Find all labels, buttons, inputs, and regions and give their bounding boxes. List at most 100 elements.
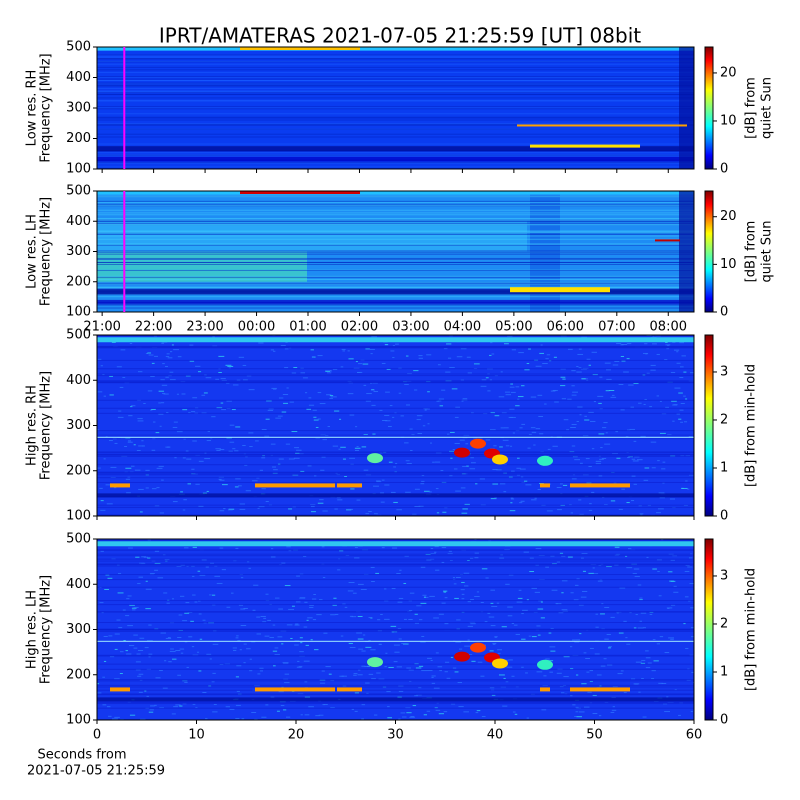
spectrogram-texture (497, 652, 501, 654)
spectrogram-texture (261, 716, 267, 718)
spectrogram-texture (571, 385, 575, 387)
spectrogram-texture (276, 710, 280, 712)
spectrogram-texture (445, 371, 451, 373)
spectrogram-texture (464, 503, 470, 505)
spectrogram-texture (342, 458, 346, 460)
spectrogram-texture (616, 343, 622, 345)
spectrogram-texture (403, 618, 407, 620)
spectrogram-texture (273, 350, 276, 352)
spectrogram-texture (355, 426, 358, 428)
y-tick-label: 200 (66, 463, 91, 478)
spectrogram-texture (656, 559, 662, 561)
spectrogram-texture (376, 672, 381, 674)
spectrogram-texture (491, 694, 496, 696)
spectrogram-texture (97, 407, 694, 409)
spectrogram-texture (280, 705, 285, 707)
spectrogram-texture (116, 366, 122, 368)
spectrogram-texture (97, 686, 694, 688)
spectrogram-texture (580, 557, 584, 559)
y-tick-label: 500 (66, 328, 91, 343)
spectrogram-texture (313, 594, 316, 596)
spectrogram-texture (317, 392, 322, 394)
spectrogram-texture (248, 567, 251, 569)
spectrogram-texture (434, 546, 439, 548)
spectrogram-texture (349, 647, 356, 649)
spectrogram-texture (97, 243, 694, 245)
spectrogram-texture (513, 624, 518, 626)
spectrogram-texture (455, 406, 461, 408)
spectrogram-texture (154, 505, 160, 507)
spectrogram-texture (560, 385, 566, 387)
spectrogram-texture (285, 716, 291, 718)
spectrogram-texture (400, 415, 404, 417)
spectrogram-texture (361, 704, 366, 706)
spectrogram-texture (137, 371, 143, 373)
spectrogram-texture (119, 651, 124, 653)
y-tick-label: 100 (66, 509, 91, 524)
spectrogram-texture (163, 592, 168, 594)
spectrogram-texture (642, 716, 647, 718)
spectrogram-texture (526, 599, 529, 601)
spectrogram-texture (667, 607, 670, 609)
spectrogram-texture (97, 286, 694, 288)
spectrogram-texture (517, 597, 523, 599)
spectrogram-texture (141, 440, 144, 442)
spectrogram-texture (497, 649, 503, 651)
spectrogram-texture (463, 711, 469, 713)
spectrogram-texture (681, 355, 686, 357)
spectrogram-texture (277, 415, 283, 417)
spectrogram-texture (243, 643, 247, 645)
spectrogram-texture (154, 569, 159, 571)
spectrogram-texture (402, 716, 407, 718)
spectrogram-texture (489, 687, 495, 689)
spectrogram-texture (387, 706, 390, 708)
spectrogram-texture (304, 681, 308, 683)
spectrogram-texture (148, 656, 151, 658)
spectrogram-texture (464, 585, 469, 587)
spectrogram-texture (620, 409, 625, 411)
spectrogram-texture (498, 674, 505, 676)
spectrogram-texture (426, 710, 431, 712)
spectrogram-texture (97, 146, 694, 152)
spectrogram-texture (449, 431, 455, 433)
spectrogram-texture (291, 430, 298, 432)
spectrogram-texture (197, 371, 202, 373)
spectrogram-texture (490, 412, 495, 414)
colorbar-label: [dB] from (744, 77, 759, 139)
spectrogram-texture (490, 602, 494, 604)
spectrogram-texture (683, 421, 688, 423)
spectrogram-texture (284, 348, 289, 350)
spectrogram-texture (97, 668, 694, 670)
spectrogram-texture (97, 684, 694, 686)
spectrogram-texture (97, 223, 694, 225)
spectrogram-texture (461, 593, 465, 595)
spectrogram-texture (148, 624, 152, 626)
spectrogram-texture (502, 705, 508, 707)
spectrogram-texture (361, 718, 365, 720)
spectrogram-texture (97, 473, 694, 475)
spectrogram-texture (97, 438, 694, 440)
spectrogram-texture (300, 470, 305, 472)
spectrogram-texture (235, 547, 239, 549)
spectrogram-texture (381, 362, 386, 364)
spectrogram-texture (505, 391, 511, 393)
spectrogram-texture (368, 511, 372, 513)
spectrogram-texture (275, 417, 282, 419)
spectrogram-texture (604, 606, 610, 608)
spectrogram-texture (152, 421, 156, 423)
spectrogram-texture (414, 695, 418, 697)
colorbar (704, 190, 714, 313)
spectrogram-texture (553, 356, 557, 358)
spectrogram-texture (610, 616, 615, 618)
spectrogram-texture (265, 593, 269, 595)
spectrogram-texture (278, 608, 283, 610)
spectrogram-texture (264, 435, 270, 437)
spectrogram-texture (97, 654, 694, 656)
spectrogram-texture (363, 384, 367, 386)
spectrogram-texture (361, 650, 366, 652)
colorbar-tick-label: 1 (720, 664, 728, 679)
spectrogram-texture (181, 393, 186, 395)
spectrogram-texture (651, 678, 655, 680)
spectrogram-texture (606, 664, 613, 666)
spectrogram-texture (146, 640, 153, 642)
